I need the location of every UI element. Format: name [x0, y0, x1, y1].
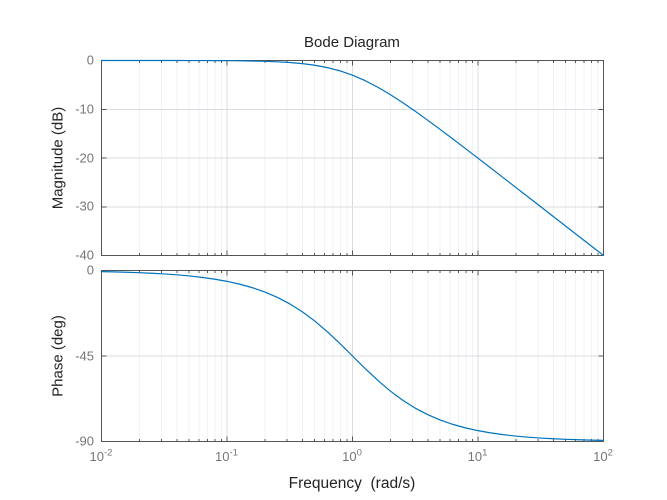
frequency-tick-label: 101 — [467, 447, 488, 464]
magnitude-y-tick-label: 0 — [86, 52, 94, 68]
phase-y-tick-label: -90 — [75, 433, 94, 449]
frequency-tick-label: 10-2 — [89, 447, 113, 464]
chart-title: Bode Diagram — [304, 34, 400, 51]
magnitude-y-tick-label: -40 — [75, 247, 94, 263]
magnitude-y-tick-label: -10 — [75, 101, 94, 117]
phase-y-tick-label: 0 — [86, 262, 94, 278]
frequency-tick-label: 100 — [342, 447, 362, 464]
phase-y-tick-label: -45 — [75, 348, 94, 363]
phase-plot-area — [100, 269, 604, 442]
magnitude-y-tick-label: -20 — [75, 150, 94, 165]
magnitude-y-tick-label: -30 — [75, 198, 94, 214]
magnitude-plot-area — [100, 59, 604, 256]
magnitude-curve — [100, 59, 604, 256]
frequency-tick-label: 10-1 — [215, 447, 238, 464]
frequency-tick-label: 102 — [593, 447, 613, 464]
frequency-axis-label: Frequency (rad/s) — [288, 475, 416, 492]
phase-curve — [100, 270, 604, 441]
